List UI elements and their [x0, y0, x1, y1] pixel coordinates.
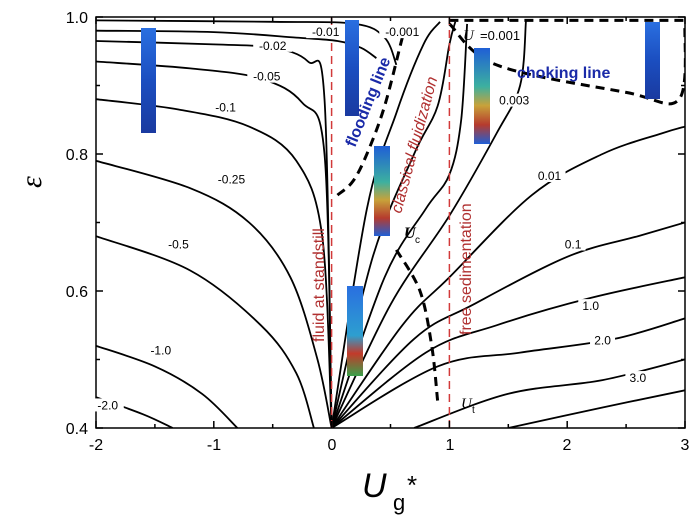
- contour-line: [331, 276, 685, 428]
- x-tick-label: 2: [563, 437, 572, 454]
- contour-label-background: [590, 333, 616, 347]
- contour-line: [96, 159, 333, 428]
- label-classical-fluidization: classical fluidization: [388, 75, 441, 215]
- contour-label: -0.02: [259, 39, 287, 53]
- contour-label-background: [211, 172, 251, 186]
- contour-label-background: [494, 93, 534, 107]
- contour-label-background: [625, 371, 651, 385]
- contour-label-background: [306, 25, 346, 39]
- contour-line: [331, 317, 685, 428]
- y-tick-label: 0.4: [66, 421, 88, 438]
- contour-line: [413, 358, 685, 428]
- x-tick-label: 0: [328, 437, 337, 454]
- contour-label: -0.05: [253, 70, 281, 84]
- bed-snapshot-low-voidage: [347, 286, 363, 376]
- label-ut: U: [461, 396, 473, 412]
- contour-line: [96, 40, 333, 428]
- contour-line: [96, 235, 315, 428]
- y-tick-label: 0.6: [66, 284, 88, 301]
- x-axis-title-subscript: g: [393, 490, 405, 515]
- contour-label: -0.1: [215, 100, 236, 114]
- contour-label-background: [209, 100, 242, 114]
- x-tick-label: 3: [681, 437, 690, 454]
- contour-label: 2.0: [594, 333, 611, 347]
- choking-boundary: [448, 22, 685, 106]
- dashed-boundaries: [336, 18, 685, 401]
- contour-label-background: [247, 69, 287, 83]
- contour-label: -0.5: [168, 237, 189, 251]
- contour-label: 0.01: [538, 169, 562, 183]
- contour-label-background: [144, 343, 177, 357]
- contour-label-background: [379, 25, 426, 39]
- bed-snapshot-classical: [374, 146, 390, 236]
- label-uc: U: [404, 225, 417, 242]
- contour-line: [96, 344, 239, 428]
- Uc-Ut-boundary: [395, 249, 440, 401]
- x-axis-title: U: [362, 467, 387, 505]
- contour-label: -0.25: [218, 172, 246, 186]
- contour-label: -1.0: [150, 344, 171, 358]
- label-ut-subscript: t: [472, 405, 475, 416]
- contour-line: [330, 20, 527, 428]
- label-uc-subscript: c: [415, 235, 420, 246]
- contour-label-background: [533, 168, 566, 182]
- contour-line: [96, 29, 377, 59]
- y-tick-label: 0.8: [66, 147, 88, 164]
- x-axis-title-star: *: [407, 470, 417, 500]
- label-us-main: U: [463, 28, 475, 44]
- contour-label-background: [91, 398, 124, 412]
- vertical-reference-lines: [330, 17, 451, 428]
- contour-label: -0.01: [312, 25, 340, 39]
- contour-label-background: [253, 38, 293, 52]
- contour-line: [96, 19, 398, 66]
- contour-labels: -2.0 -1.0 -0.5 -0.25 -0.1 -0.05 -0.02 -0.01 -0.0…: [91, 25, 651, 412]
- label-free-sedimentation: free sedimentation: [458, 203, 475, 335]
- bed-snapshot-choking: [645, 22, 660, 99]
- y-axis-title: ε: [15, 176, 48, 188]
- bed-snapshot-sedimentation: [474, 48, 490, 144]
- flooding-boundary: [336, 37, 404, 197]
- contour-label: -2.0: [97, 398, 118, 412]
- axis-ticks: [95, 16, 686, 429]
- contour-label: -0.001: [385, 25, 419, 39]
- bed-snapshot-flooding: [345, 20, 359, 116]
- bed-snapshot-downflow: [141, 28, 156, 133]
- contour-label-background: [578, 299, 604, 313]
- label-choking-line: choking line: [517, 65, 610, 82]
- contour-line: [508, 389, 685, 428]
- contour-label: 1.0: [582, 299, 599, 313]
- contour-label: 3.0: [630, 371, 647, 385]
- contour-line: [330, 23, 468, 428]
- y-tick-label: 1.0: [66, 10, 88, 27]
- contour-label: 0.003: [499, 94, 529, 108]
- contour-line: [330, 221, 685, 428]
- label-fluid-at-standstill: fluid at standstill: [311, 228, 328, 342]
- contour-label-background: [162, 237, 195, 251]
- label-us-value: =0.001: [480, 28, 520, 43]
- contour-label-background: [560, 237, 586, 251]
- x-tick-label: -1: [207, 437, 221, 454]
- x-tick-label: 1: [446, 437, 455, 454]
- contour-lines: [96, 19, 685, 428]
- x-tick-label: -2: [89, 437, 103, 454]
- contour-line: [96, 98, 333, 428]
- contour-label: 0.1: [565, 237, 582, 251]
- contour-line: [330, 125, 685, 428]
